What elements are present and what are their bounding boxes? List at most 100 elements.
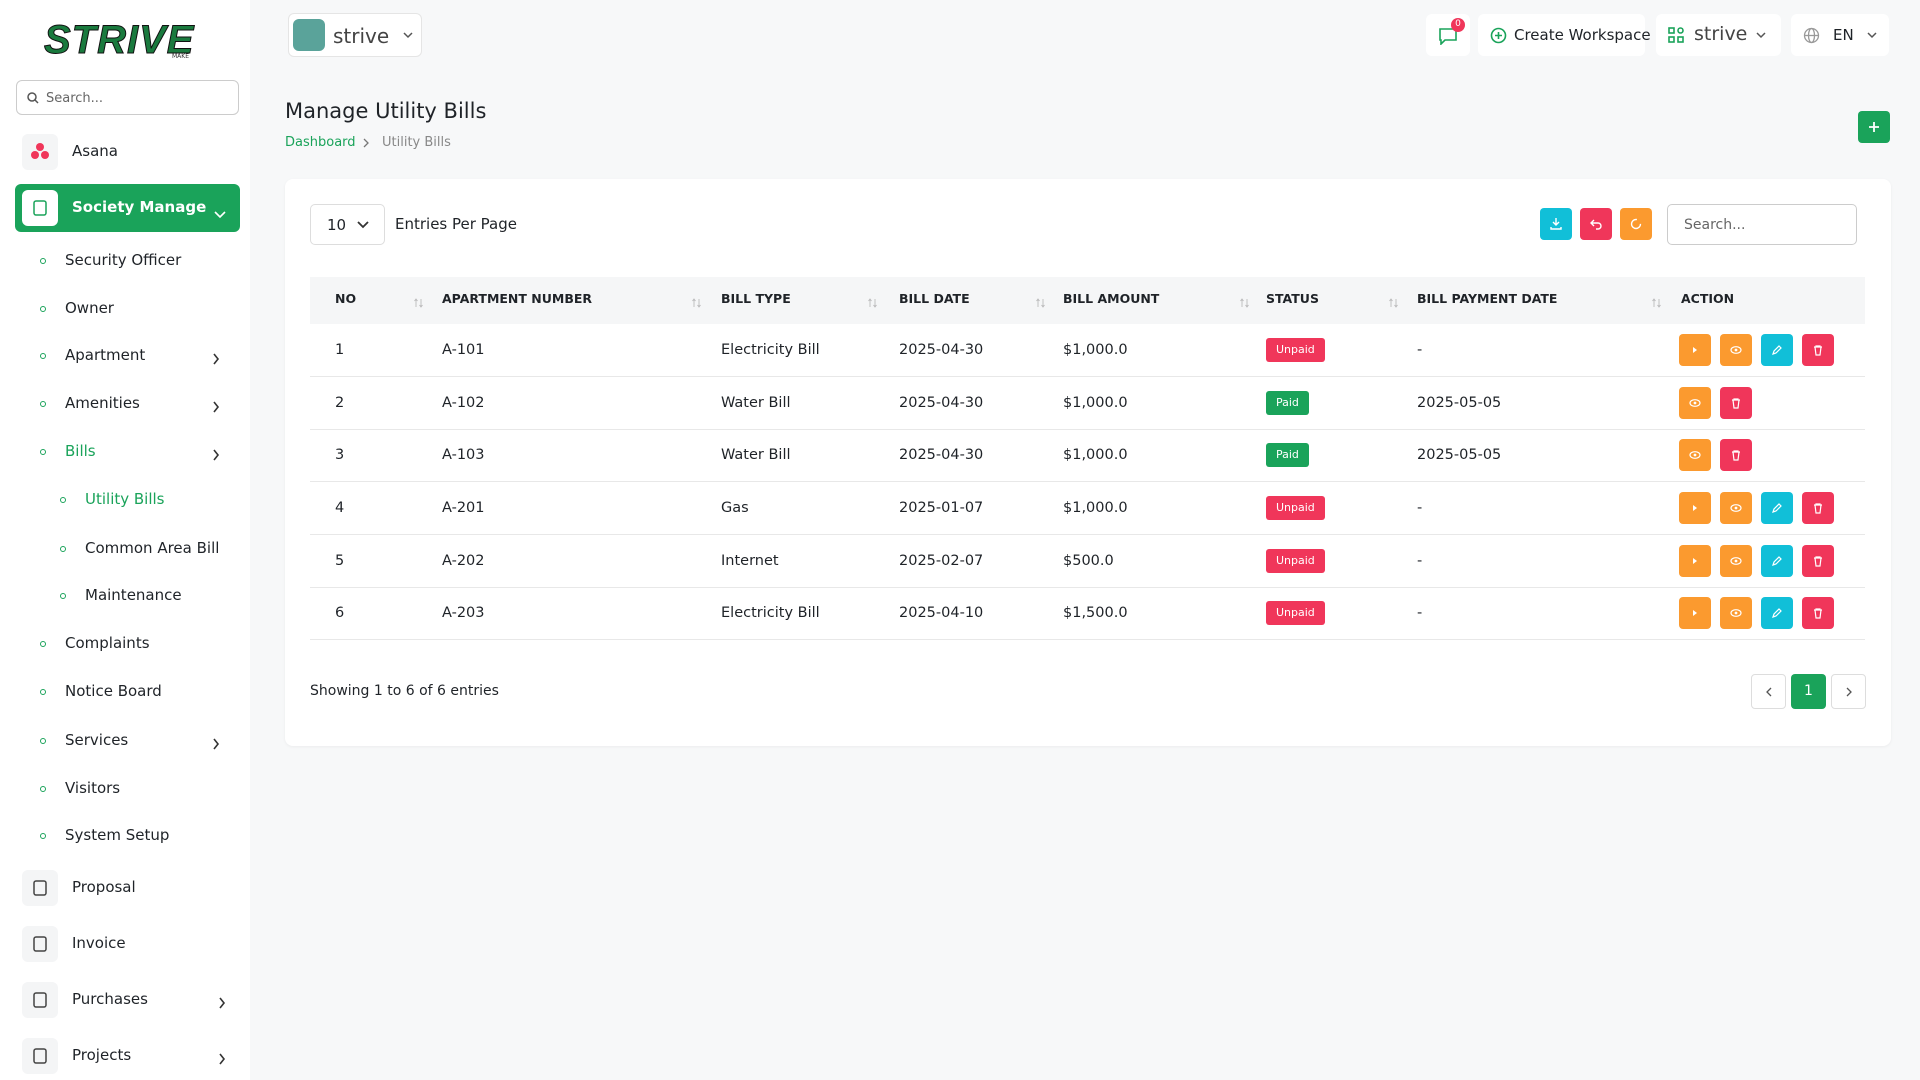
chat-button[interactable]: 0 <box>1426 14 1470 56</box>
column-header[interactable]: BILL PAYMENT DATE <box>1417 291 1558 306</box>
menu-item[interactable]: Services <box>65 731 129 749</box>
prev-page[interactable] <box>1751 674 1786 709</box>
menu-dot <box>40 401 46 407</box>
menu-dot <box>40 353 46 359</box>
menu-item[interactable]: Projects <box>72 1046 132 1064</box>
table-cell: 2025-05-05 <box>1417 395 1502 411</box>
column-header[interactable]: ACTION <box>1681 291 1735 306</box>
menu-item[interactable]: Proposal <box>72 878 136 896</box>
table-cell: $1,000.0 <box>1063 395 1128 411</box>
workspace-menu[interactable]: strive <box>1656 14 1781 56</box>
menu-item[interactable]: Asana <box>72 142 118 160</box>
action-button[interactable] <box>1802 334 1834 366</box>
action-button[interactable] <box>1679 439 1711 471</box>
table-cell: Electricity Bill <box>721 605 820 621</box>
menu-chevron <box>212 398 220 417</box>
next-page[interactable] <box>1831 674 1866 709</box>
undo-button[interactable] <box>1580 208 1612 240</box>
column-header[interactable]: STATUS <box>1266 291 1319 306</box>
action-button[interactable] <box>1720 597 1752 629</box>
column-header[interactable]: BILL TYPE <box>721 291 791 306</box>
table-search[interactable]: Search... <box>1667 204 1857 245</box>
status-badge: Paid <box>1266 391 1309 415</box>
menu-item[interactable]: Maintenance <box>85 586 182 604</box>
action-button[interactable] <box>1720 387 1752 419</box>
sort-icon[interactable] <box>414 293 423 312</box>
column-header[interactable]: BILL AMOUNT <box>1063 291 1160 306</box>
add-button[interactable] <box>1858 111 1890 143</box>
language-menu[interactable]: EN <box>1791 14 1889 56</box>
table-cell: A-203 <box>442 605 485 621</box>
status-badge: Unpaid <box>1266 549 1325 573</box>
table-cell: A-101 <box>442 342 485 358</box>
menu-item[interactable]: Amenities <box>65 394 140 412</box>
menu-item[interactable]: Society Manage <box>72 198 207 216</box>
sort-icon[interactable] <box>1036 293 1045 312</box>
menu-icon <box>22 926 58 962</box>
column-header[interactable]: BILL DATE <box>899 291 970 306</box>
sidebar-search[interactable]: Search... <box>16 80 239 115</box>
sort-icon[interactable] <box>692 293 701 312</box>
sort-icon[interactable] <box>1389 293 1398 312</box>
table-cell: Electricity Bill <box>721 342 820 358</box>
action-button[interactable] <box>1761 545 1793 577</box>
export-button[interactable] <box>1540 208 1572 240</box>
action-button[interactable] <box>1720 492 1752 524</box>
table-cell: - <box>1417 500 1423 516</box>
menu-item[interactable]: Invoice <box>72 934 126 952</box>
action-button[interactable] <box>1761 597 1793 629</box>
search-placeholder: Search... <box>46 91 104 106</box>
sort-icon[interactable] <box>1240 293 1249 312</box>
menu-item[interactable]: Apartment <box>65 346 146 364</box>
create-workspace[interactable]: Create Workspace <box>1478 14 1651 56</box>
action-button[interactable] <box>1720 545 1752 577</box>
action-button[interactable] <box>1720 439 1752 471</box>
table-cell: $1,500.0 <box>1063 605 1128 621</box>
status-badge: Unpaid <box>1266 601 1325 625</box>
action-button[interactable] <box>1761 492 1793 524</box>
menu-item[interactable]: Owner <box>65 299 114 317</box>
table-header <box>310 277 1865 324</box>
menu-dot <box>40 306 46 312</box>
menu-item[interactable]: Common Area Bill <box>85 539 220 557</box>
action-button[interactable] <box>1802 545 1834 577</box>
action-button[interactable] <box>1679 387 1711 419</box>
refresh-button[interactable] <box>1620 208 1652 240</box>
menu-icon <box>22 1038 58 1074</box>
action-button[interactable] <box>1679 492 1711 524</box>
table-cell: A-201 <box>442 500 485 516</box>
breadcrumb-link[interactable]: Dashboard <box>285 135 356 150</box>
menu-chevron <box>214 204 226 223</box>
entries-select[interactable]: 10 <box>310 204 385 245</box>
logo: STRIVE <box>43 18 195 63</box>
action-button[interactable] <box>1720 334 1752 366</box>
menu-item[interactable]: System Setup <box>65 826 170 844</box>
action-button[interactable] <box>1679 334 1711 366</box>
action-button[interactable] <box>1761 334 1793 366</box>
column-header[interactable]: APARTMENT NUMBER <box>442 291 593 306</box>
menu-item[interactable]: Visitors <box>65 779 121 797</box>
column-header[interactable]: NO <box>335 291 357 306</box>
status-badge: Paid <box>1266 443 1309 467</box>
page-number[interactable]: 1 <box>1791 674 1826 709</box>
workspace-switch[interactable]: strive <box>288 13 422 57</box>
status-badge: Unpaid <box>1266 338 1325 362</box>
table-cell: 2025-04-10 <box>899 605 984 621</box>
action-button[interactable] <box>1679 545 1711 577</box>
menu-icon <box>22 190 58 226</box>
status-badge: Unpaid <box>1266 496 1325 520</box>
menu-item[interactable]: Purchases <box>72 990 148 1008</box>
menu-item[interactable]: Utility Bills <box>85 490 165 508</box>
action-button[interactable] <box>1679 597 1711 629</box>
menu-item[interactable]: Security Officer <box>65 251 182 269</box>
action-button[interactable] <box>1802 492 1834 524</box>
sort-icon[interactable] <box>868 293 877 312</box>
sort-icon[interactable] <box>1652 293 1661 312</box>
menu-item[interactable]: Bills <box>65 442 96 460</box>
menu-dot <box>60 546 66 552</box>
menu-item[interactable]: Notice Board <box>65 682 162 700</box>
table-cell: 5 <box>335 553 345 569</box>
action-button[interactable] <box>1802 597 1834 629</box>
menu-item[interactable]: Complaints <box>65 634 150 652</box>
